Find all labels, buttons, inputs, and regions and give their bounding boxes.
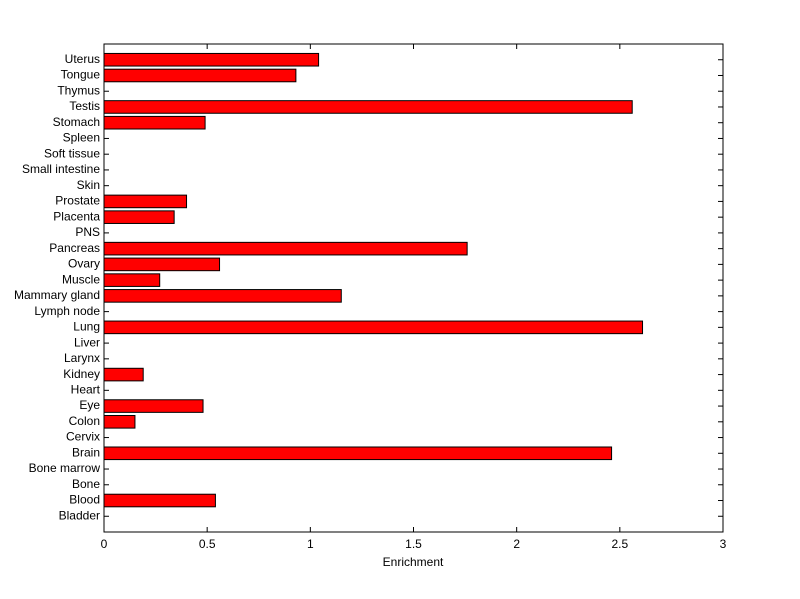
- x-tick-label: 0: [101, 537, 108, 551]
- y-tick-label: Stomach: [53, 115, 100, 129]
- y-tick-label: Tongue: [61, 68, 101, 82]
- y-tick-label: Heart: [71, 382, 101, 396]
- y-tick-label: Thymus: [57, 83, 100, 97]
- x-tick-label: 1.5: [405, 537, 422, 551]
- y-tick-label: Cervix: [66, 430, 100, 444]
- bar: [103, 399, 204, 413]
- x-tick-label: 3: [720, 537, 727, 551]
- x-tick-label: 1: [307, 537, 314, 551]
- y-tick-label: Larynx: [64, 351, 100, 365]
- y-tick-label: Pancreas: [49, 241, 100, 255]
- bar: [103, 241, 468, 256]
- y-tick-label: Lung: [73, 320, 100, 334]
- y-tick-label: Small intestine: [22, 162, 100, 176]
- bar: [103, 52, 320, 67]
- bar: [103, 320, 644, 335]
- x-tick-label: 2.5: [611, 537, 628, 551]
- y-tick-label: Mammary gland: [14, 288, 100, 302]
- bar: [103, 194, 188, 209]
- bar: [103, 446, 613, 461]
- y-tick-label: Skin: [77, 178, 100, 192]
- bar: [103, 100, 633, 114]
- y-tick-label: Testis: [69, 99, 100, 113]
- bar: [103, 493, 216, 508]
- y-tick-label: Bone: [72, 477, 100, 491]
- y-tick-label: Bladder: [59, 508, 100, 522]
- x-tick-label: 2: [513, 537, 520, 551]
- y-tick-label: Ovary: [68, 257, 100, 271]
- y-tick-label: PNS: [75, 225, 100, 239]
- y-tick-label: Prostate: [55, 194, 100, 208]
- y-tick-label: Eye: [79, 398, 100, 412]
- bar: [103, 210, 175, 224]
- bar: [103, 367, 144, 382]
- y-tick-label: Uterus: [65, 52, 100, 66]
- bar: [103, 273, 161, 287]
- y-tick-label: Lymph node: [34, 304, 100, 318]
- y-tick-label: Spleen: [63, 131, 100, 145]
- y-tick-label: Soft tissue: [44, 146, 100, 160]
- y-tick-label: Muscle: [62, 272, 100, 286]
- bar: [103, 415, 136, 429]
- bar: [103, 257, 221, 272]
- y-tick-label: Liver: [74, 335, 100, 349]
- y-tick-label: Bone marrow: [29, 461, 101, 475]
- y-tick-label: Kidney: [63, 367, 100, 381]
- x-axis-label: Enrichment: [383, 555, 444, 569]
- y-tick-label: Placenta: [53, 209, 100, 223]
- y-tick-label: Brain: [72, 445, 100, 459]
- bar: [103, 68, 297, 83]
- bar: [103, 115, 206, 130]
- y-tick-label: Colon: [69, 414, 100, 428]
- y-tick-label: Blood: [69, 493, 100, 507]
- x-tick-label: 0.5: [199, 537, 216, 551]
- bar: [103, 289, 342, 303]
